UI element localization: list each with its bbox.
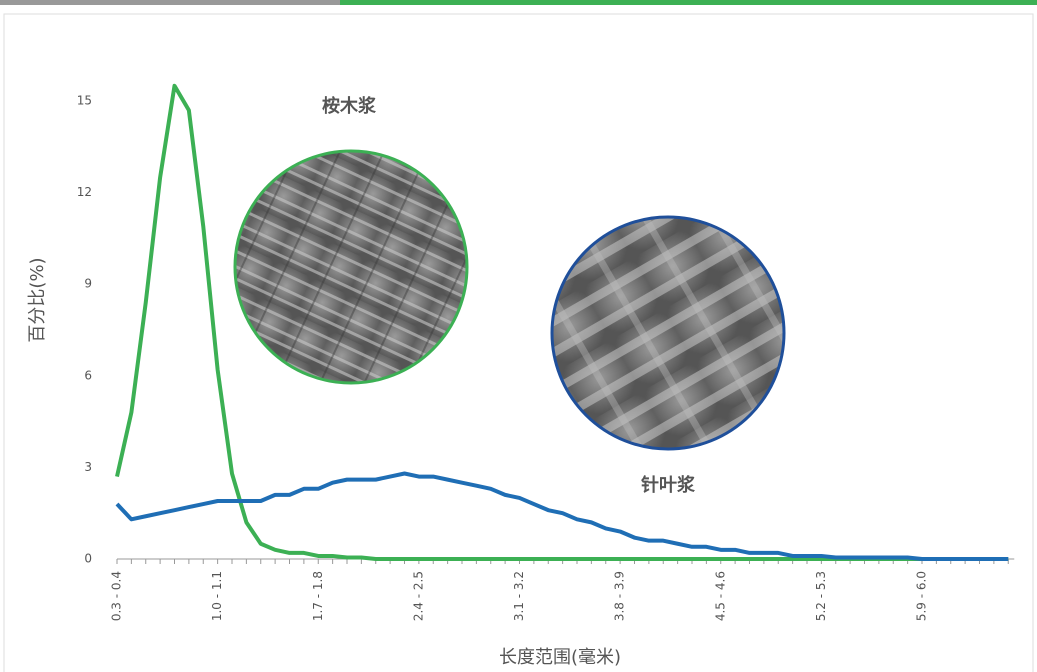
x-tick-label: 1.7 - 1.8 xyxy=(311,571,325,621)
x-tick-label: 5.2 - 5.3 xyxy=(814,571,828,621)
series-label: 针叶浆 xyxy=(641,474,696,496)
series-line xyxy=(115,471,1009,561)
y-tick-label: 15 xyxy=(77,94,92,108)
y-axis-title: 百分比(%) xyxy=(27,257,48,342)
top-bar xyxy=(340,0,1037,5)
frame xyxy=(3,13,1034,672)
y-tick-label: 6 xyxy=(84,368,92,382)
x-tick-label: 5.9 - 6.0 xyxy=(915,571,929,621)
photo-softwood xyxy=(550,215,786,451)
x-tick-label: 0.3 - 0.4 xyxy=(110,571,124,621)
x-tick-label: 2.4 - 2.5 xyxy=(411,571,425,621)
x-tick-label: 1.0 - 1.1 xyxy=(210,571,224,621)
y-tick-label: 9 xyxy=(84,277,92,291)
y-tick-label: 0 xyxy=(84,552,92,566)
x-tick-label: 3.8 - 3.9 xyxy=(613,571,627,621)
series-label: 桉木浆 xyxy=(322,95,377,117)
photo-eucalyptus xyxy=(233,149,469,385)
x-tick-label: 3.1 - 3.2 xyxy=(512,571,526,621)
y-tick-label: 12 xyxy=(77,185,92,199)
x-tick-label: 4.5 - 4.6 xyxy=(713,571,727,621)
y-tick-label: 3 xyxy=(84,460,92,474)
x-axis-title: 长度范围(毫米) xyxy=(499,647,621,668)
top-strip xyxy=(0,0,340,5)
